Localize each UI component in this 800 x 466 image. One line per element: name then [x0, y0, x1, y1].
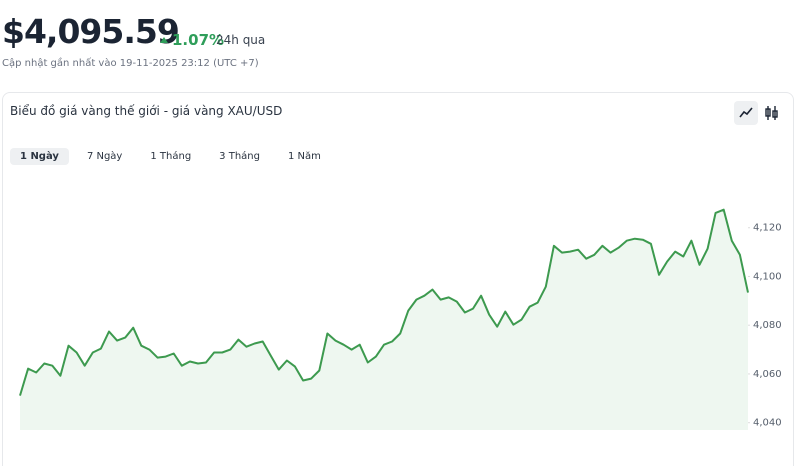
line-icon — [739, 107, 753, 118]
range-tab[interactable]: 1 Năm — [287, 151, 321, 162]
change-period: 24h qua — [216, 33, 266, 47]
range-tab[interactable]: 7 Ngày — [86, 151, 123, 162]
area — [20, 209, 748, 430]
range-tab[interactable]: 3 Tháng — [219, 151, 260, 162]
candle-icon[interactable] — [765, 106, 778, 120]
card-title: Biểu đồ giá vàng thế giới - giá vàng XAU… — [10, 104, 283, 118]
price-line — [19, 208, 749, 396]
price: $4,095.59 — [2, 12, 180, 51]
y-tick-label: 4,100 — [753, 271, 782, 282]
chart-card — [2, 92, 794, 466]
y-tick-label: 4,040 — [753, 418, 782, 429]
range-tab[interactable]: 1 Tháng — [150, 151, 192, 162]
chart-type-switch[interactable] — [734, 101, 782, 125]
y-tick-label: 4,060 — [753, 369, 782, 380]
y-tick-label: 4,080 — [753, 320, 782, 331]
price-change: 1.07% — [160, 31, 224, 49]
range-tab[interactable]: 1 Ngày — [10, 148, 69, 165]
range-tabs: 1 Ngày 7 Ngày 1 Tháng 3 Tháng 1 Năm — [10, 148, 331, 165]
updated-time: Cập nhật gần nhất vào 19-11-2025 23:12 (… — [2, 58, 259, 69]
y-tick-label: 4,120 — [753, 223, 782, 234]
